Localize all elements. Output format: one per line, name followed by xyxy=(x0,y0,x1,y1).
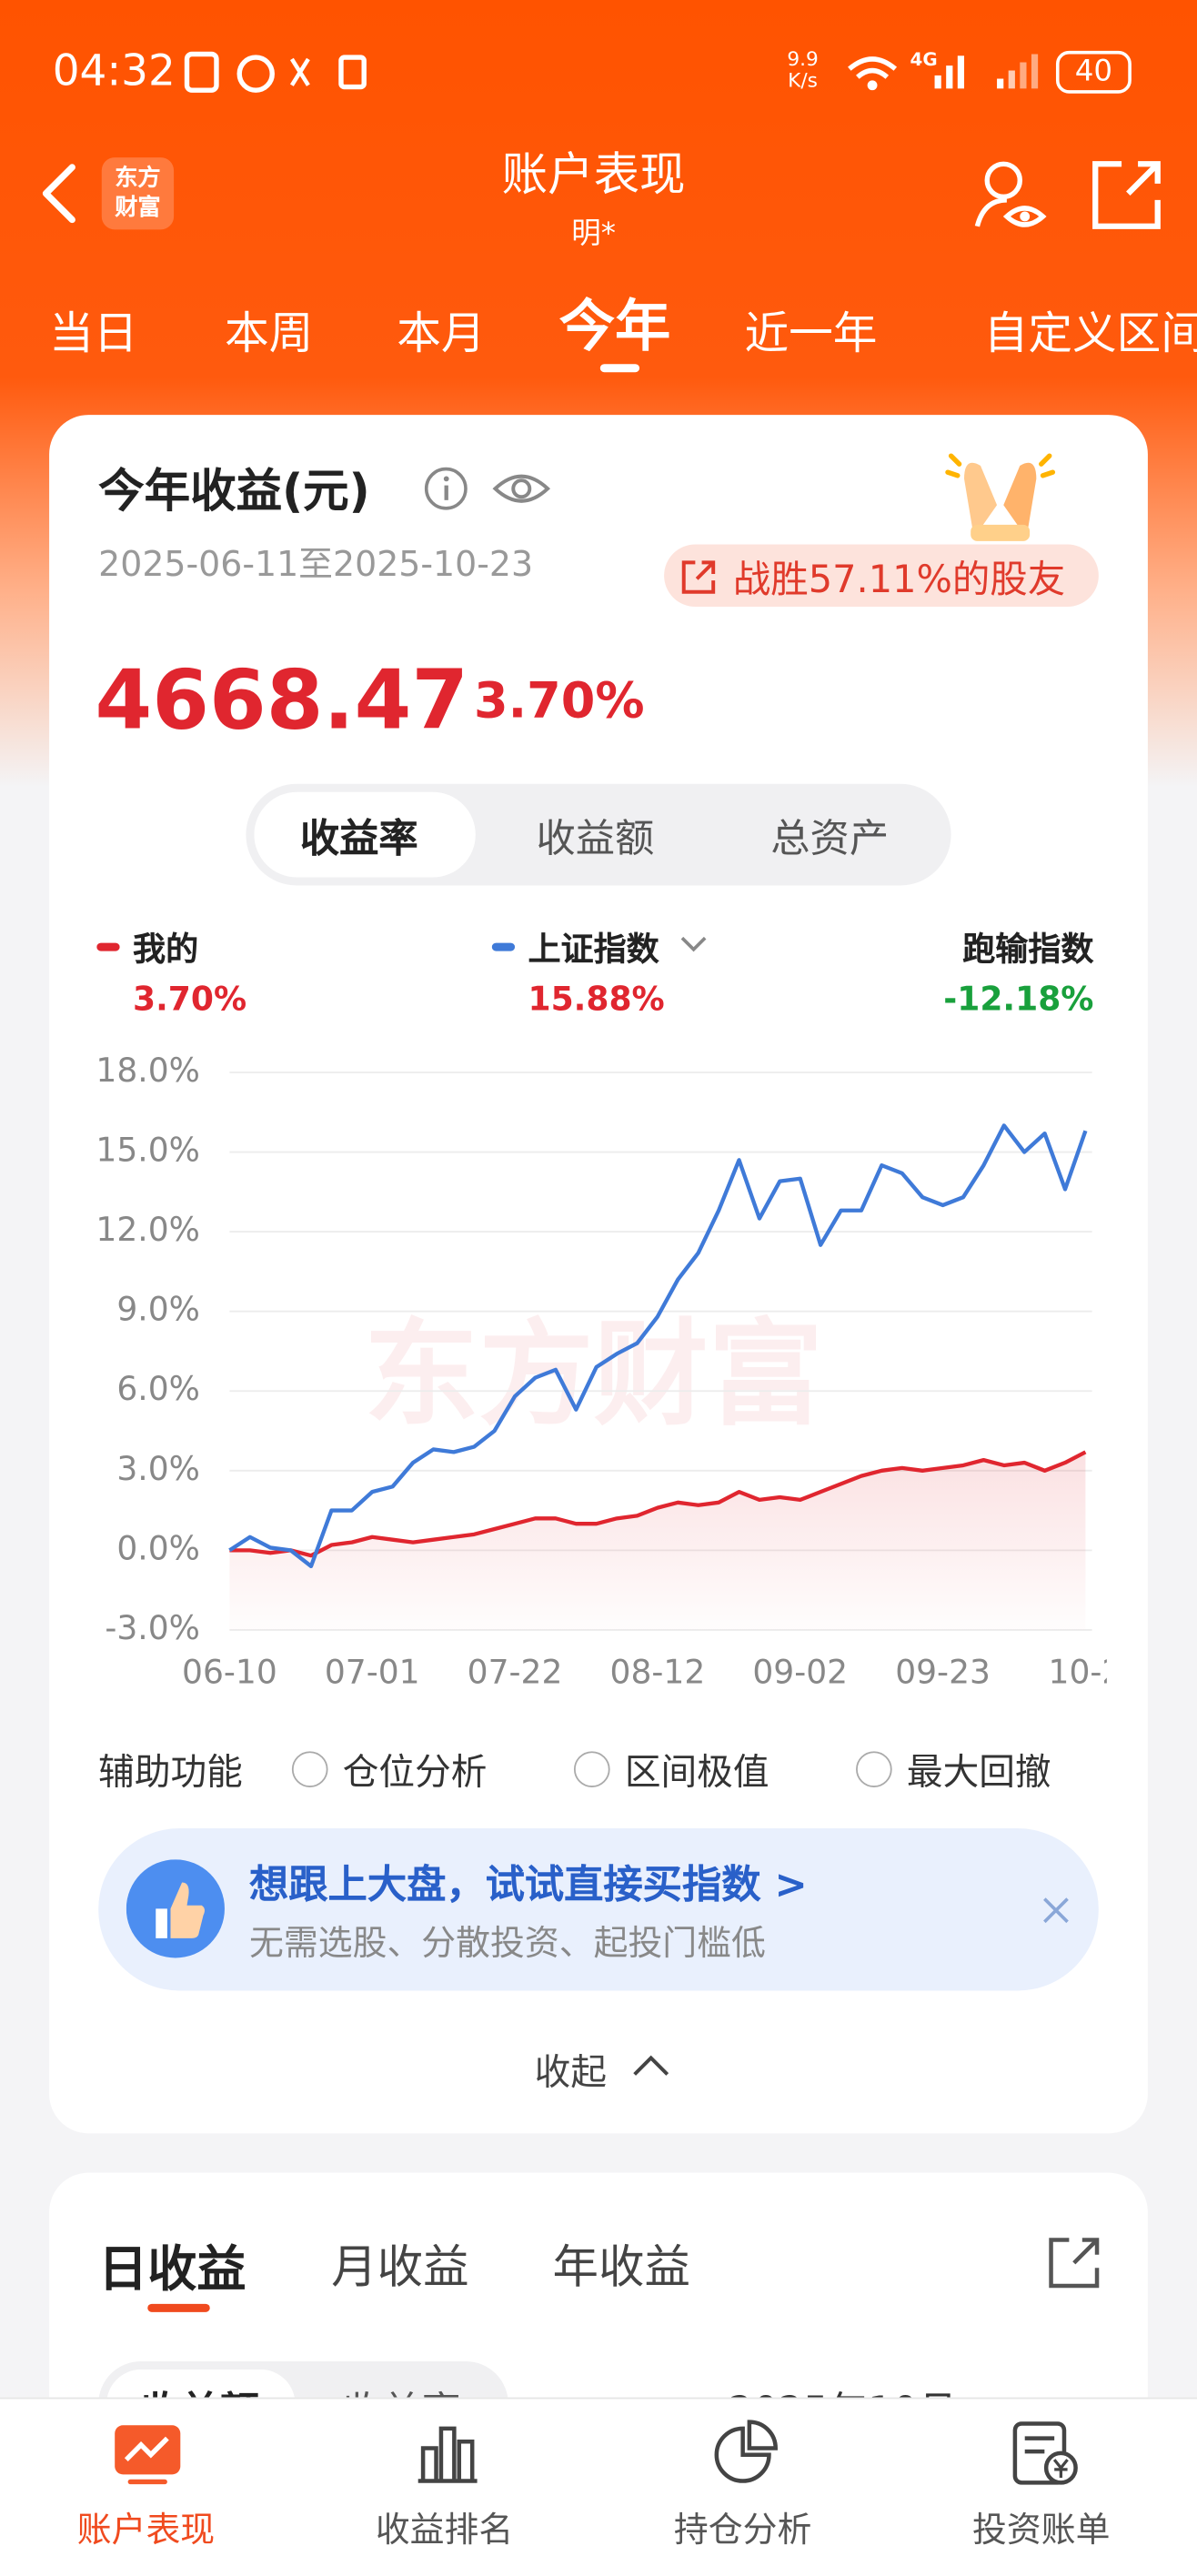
metric-option[interactable]: 总资产 xyxy=(770,815,890,862)
x-tick-label: 07-01 xyxy=(325,1654,420,1692)
x-tick-label: 06-10 xyxy=(182,1654,277,1692)
clap-illustration xyxy=(945,453,1056,541)
legend-value: 3.70% xyxy=(133,979,247,1019)
nav-label[interactable]: 持仓分析 xyxy=(673,2510,812,2551)
nav-icon[interactable] xyxy=(411,2419,483,2488)
y-tick-label: 0.0% xyxy=(116,1529,200,1567)
tab-indicator xyxy=(599,364,640,373)
privacy-button[interactable] xyxy=(971,157,1050,236)
nav-label-active[interactable]: 账户表现 xyxy=(76,2510,216,2551)
net-speed-value: 9.9 xyxy=(787,47,819,71)
signal-icons xyxy=(848,54,1039,91)
promo-subtitle: 无需选股、分散投资、起投门槛低 xyxy=(249,1923,766,1963)
collapse-chevron[interactable] xyxy=(631,2053,670,2079)
status-icons xyxy=(184,51,367,93)
page-title: 账户表现 xyxy=(501,147,686,202)
period-tab[interactable]: 本月 xyxy=(397,308,486,360)
index-dropdown[interactable] xyxy=(678,933,710,956)
y-tick-label: 18.0% xyxy=(96,1052,200,1090)
promo-close[interactable] xyxy=(1040,1894,1072,1927)
earnings-share[interactable] xyxy=(1046,2235,1101,2290)
badge-icon xyxy=(681,560,716,594)
area-fill xyxy=(229,1452,1086,1630)
compare-value: -12.18% xyxy=(943,979,1094,1019)
profit-rate: 3.70% xyxy=(473,673,645,731)
earnings-tab[interactable]: 年收益 xyxy=(552,2239,690,2295)
radio[interactable] xyxy=(573,1751,610,1787)
promo-icon xyxy=(126,1859,225,1958)
card-title: 今年收益(元) xyxy=(98,464,370,518)
legend-swatch xyxy=(491,942,516,951)
earnings-tab[interactable]: 月收益 xyxy=(331,2239,469,2295)
period-tab[interactable]: 自定义区间 xyxy=(983,308,1197,360)
compare-label: 跑输指数 xyxy=(962,929,1094,969)
metric-option[interactable]: 收益率 xyxy=(299,815,418,862)
period-tab[interactable]: 本周 xyxy=(224,308,314,360)
nav-icon[interactable] xyxy=(1009,2419,1081,2488)
brand-logo: 东方 财富 xyxy=(101,157,175,230)
status-time: 04:32 xyxy=(52,47,176,97)
rank-badge-text: 战胜57.11%的股友 xyxy=(732,558,1066,602)
legend-value: 15.88% xyxy=(528,979,665,1019)
net-speed: 9.9 K/s xyxy=(787,47,819,92)
x-tick-label: 10-2 xyxy=(1049,1654,1107,1692)
bottom-nav xyxy=(0,2397,1197,2576)
nav-label[interactable]: 投资账单 xyxy=(972,2510,1111,2551)
radio[interactable] xyxy=(291,1751,328,1787)
y-tick-label: 6.0% xyxy=(116,1370,200,1408)
legend-label[interactable]: 上证指数 xyxy=(528,929,659,969)
x-tick-label: 09-23 xyxy=(895,1654,991,1692)
series-line xyxy=(229,1450,1087,1558)
date-range: 2025-06-11至2025-10-23 xyxy=(98,544,534,584)
share-button[interactable] xyxy=(1089,157,1164,233)
battery: 40 xyxy=(1055,50,1132,94)
metric-toggle-selected xyxy=(254,791,476,878)
nav-label[interactable]: 收益排名 xyxy=(375,2510,514,2551)
rank-badge[interactable] xyxy=(664,544,1099,608)
promo-title[interactable]: 想跟上大盘，试试直接买指数 > xyxy=(249,1862,808,1908)
aux-option[interactable]: 区间极值 xyxy=(624,1753,770,1795)
promo-banner[interactable] xyxy=(98,1828,1099,1991)
x-tick-label: 09-02 xyxy=(752,1654,848,1692)
aux-option[interactable]: 最大回撤 xyxy=(906,1753,1051,1795)
period-tab[interactable]: 当日 xyxy=(49,308,138,360)
aux-label: 辅助功能 xyxy=(98,1753,243,1795)
legend-label: 我的 xyxy=(133,929,199,969)
y-tick-label: 15.0% xyxy=(96,1132,200,1170)
y-tick-label: 3.0% xyxy=(116,1450,200,1488)
tab-indicator xyxy=(147,2303,210,2312)
series-line xyxy=(228,1123,1088,1569)
logo-text: 东方 xyxy=(115,166,161,192)
period-tab[interactable]: 近一年 xyxy=(744,308,878,360)
legend-swatch xyxy=(96,942,120,951)
nav-icon[interactable] xyxy=(710,2419,782,2488)
net-speed-unit: K/s xyxy=(788,68,818,92)
return-chart: 东方财富-3.0%0.0%3.0%6.0%9.0%12.0%15.0%18.0%… xyxy=(96,1052,1107,1692)
period-tab-active[interactable]: 今年 xyxy=(558,294,671,360)
x-tick-label: 08-12 xyxy=(610,1654,706,1692)
y-tick-label: -3.0% xyxy=(105,1609,200,1647)
account-name: 明* xyxy=(571,216,616,251)
x-tick-label: 07-22 xyxy=(468,1654,563,1692)
profit-amount: 4668.47 xyxy=(95,652,469,749)
card-title-icons xyxy=(424,467,551,510)
aux-option[interactable]: 仓位分析 xyxy=(342,1753,488,1795)
back-button[interactable] xyxy=(36,161,86,226)
earnings-tab-active[interactable]: 日收益 xyxy=(98,2241,246,2299)
y-tick-label: 12.0% xyxy=(96,1211,200,1249)
radio[interactable] xyxy=(856,1751,892,1787)
y-tick-label: 9.0% xyxy=(116,1291,200,1329)
logo-text: 财富 xyxy=(115,195,161,222)
metric-option[interactable]: 收益额 xyxy=(536,815,655,862)
nav-icon[interactable] xyxy=(112,2419,184,2488)
collapse-button[interactable]: 收起 xyxy=(534,2053,608,2095)
network-type: 4G xyxy=(910,49,938,71)
